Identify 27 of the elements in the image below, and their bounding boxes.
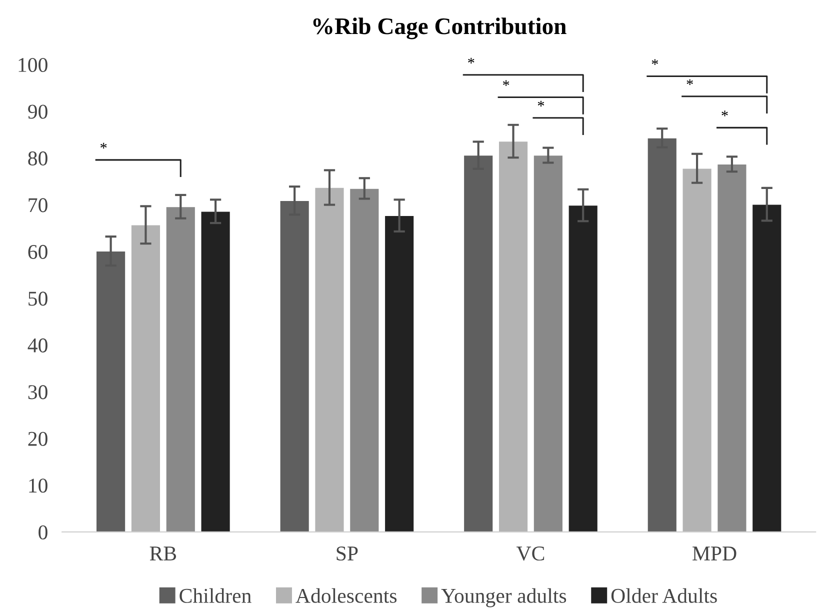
y-tick-label: 80 <box>28 151 48 166</box>
chart-title: %Rib Cage Contribution <box>313 18 566 40</box>
y-tick-label: 30 <box>28 385 48 400</box>
y-tick-label: 70 <box>28 198 48 212</box>
y-tick-label: 50 <box>28 292 48 306</box>
annotation: * <box>502 80 510 86</box>
legend-label: Adolescents <box>296 588 397 603</box>
y-tick-label: 90 <box>28 104 48 119</box>
legend-label: Younger adults <box>441 588 566 608</box>
text: * <box>652 59 658 65</box>
y-tick-label: 100 <box>18 58 48 72</box>
x-tick-label: MPD <box>692 546 736 560</box>
y-tick-label: 40 <box>28 338 48 352</box>
legend-label: Older Adults <box>611 588 717 603</box>
y-tick-label: 10 <box>29 478 48 493</box>
annotation: * <box>538 100 544 106</box>
x-tick-label: RB <box>150 546 176 560</box>
y-tick-label: 0 <box>38 525 48 540</box>
legend-label: Children <box>180 588 252 603</box>
annotation: * <box>100 142 107 149</box>
annotation: * <box>686 79 693 85</box>
x-tick-label: SP <box>336 546 358 561</box>
x-tick-label: VC <box>516 546 544 561</box>
text: * <box>468 58 474 64</box>
annotation: * <box>722 110 728 116</box>
y-tick-label: 20 <box>28 432 48 446</box>
y-tick-label: 60 <box>28 244 48 259</box>
